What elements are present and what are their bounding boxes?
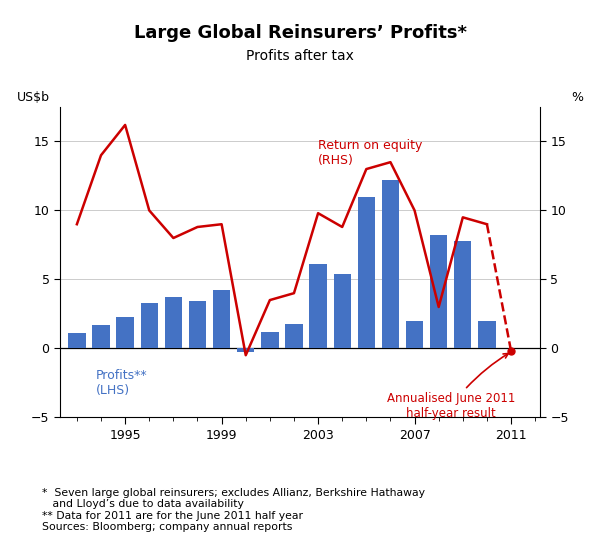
Text: Return on equity
(RHS): Return on equity (RHS) <box>318 139 422 166</box>
Bar <box>454 241 472 348</box>
Bar <box>261 332 278 348</box>
Bar <box>116 317 134 348</box>
Text: Profits after tax: Profits after tax <box>246 49 354 63</box>
Bar <box>68 333 86 348</box>
Bar <box>430 235 448 348</box>
Text: Large Global Reinsurers’ Profits*: Large Global Reinsurers’ Profits* <box>133 24 467 42</box>
Bar <box>310 264 327 348</box>
Bar <box>334 274 351 348</box>
Bar <box>382 180 399 348</box>
Text: US$b: US$b <box>17 91 50 104</box>
Bar <box>140 303 158 348</box>
Bar <box>213 291 230 348</box>
Bar <box>406 321 423 348</box>
Text: Profits**
(LHS): Profits** (LHS) <box>96 369 148 397</box>
Bar <box>285 324 302 348</box>
Bar <box>358 197 375 348</box>
Text: Annualised June 2011
half-year result: Annualised June 2011 half-year result <box>386 354 515 421</box>
Bar <box>189 301 206 348</box>
Text: *  Seven large global reinsurers; excludes Allianz, Berkshire Hathaway
   and Ll: * Seven large global reinsurers; exclude… <box>42 487 425 532</box>
Text: %: % <box>571 91 583 104</box>
Bar <box>237 348 254 353</box>
Bar <box>92 325 110 348</box>
Bar <box>478 321 496 348</box>
Bar <box>164 297 182 348</box>
